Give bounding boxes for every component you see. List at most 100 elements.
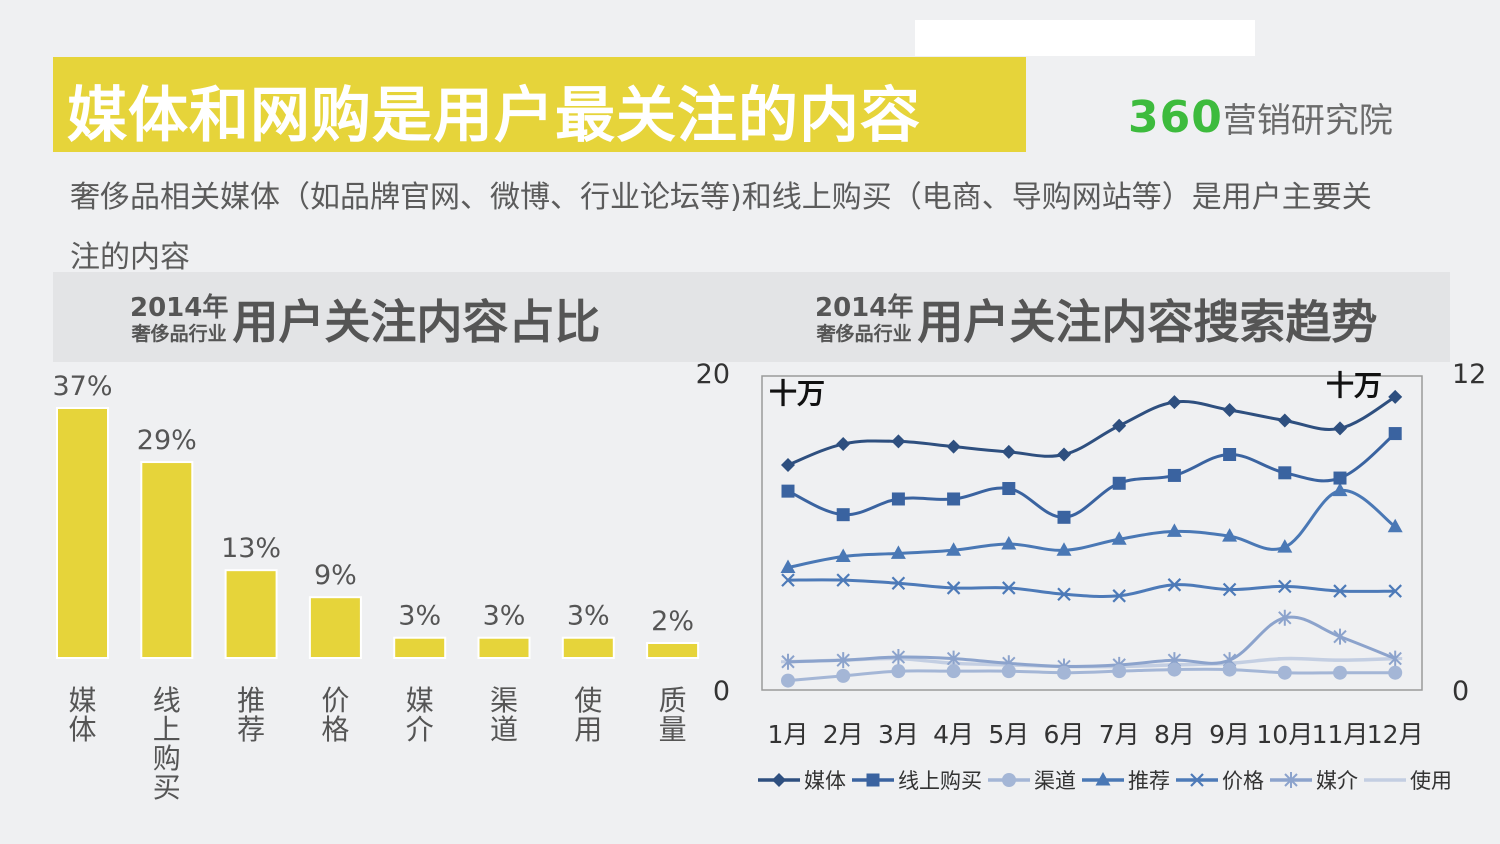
series-marker [1001, 664, 1016, 679]
bar-value-label: 3% [567, 601, 610, 632]
bar-value-label: 3% [398, 601, 441, 632]
series-marker [1002, 482, 1016, 496]
legend-label: 线上购买 [898, 769, 982, 793]
chart-legend: 媒体 线上购买 渠道 推荐 价格 媒介 使用 [758, 769, 1452, 793]
bar-value-label: 13% [221, 533, 281, 564]
bar-value-label: 3% [483, 601, 526, 632]
right-panel-industry: 奢侈品行业 [816, 323, 912, 345]
bar [561, 636, 615, 660]
series-marker [836, 668, 851, 683]
series-marker [1277, 665, 1292, 680]
bar-category-label: 介 [406, 713, 434, 746]
x-tick-label: 12月 [1367, 720, 1424, 749]
series-marker [891, 649, 906, 666]
bar-category-label: 道 [490, 713, 518, 746]
series-4 [780, 482, 1403, 574]
series-marker [781, 457, 795, 472]
bar-category-label: 格 [321, 713, 349, 746]
right-panel-year: 2014年 [815, 293, 914, 323]
series-marker [1333, 471, 1347, 485]
logo-text: 营销研究院 [1222, 101, 1393, 141]
panel-title-band [53, 272, 1450, 362]
series-2 [781, 427, 1402, 524]
series-marker [890, 545, 906, 559]
series-marker [836, 573, 850, 587]
bar-value-label: 37% [52, 371, 112, 402]
series-marker [1388, 427, 1402, 441]
x-tick-label: 11月 [1312, 720, 1369, 749]
series-marker [1388, 584, 1402, 598]
series-marker [891, 576, 906, 591]
series-marker [836, 508, 850, 522]
series-marker [1112, 664, 1127, 679]
series-marker [1111, 531, 1127, 545]
series-6 [781, 609, 1402, 675]
bar-category-label: 使 [574, 684, 602, 717]
x-tick-label: 7月 [1099, 720, 1140, 749]
series-marker [781, 484, 795, 498]
series-marker [1056, 542, 1072, 556]
series-marker [1333, 421, 1347, 436]
series-marker [1166, 523, 1182, 537]
series-marker [772, 773, 786, 787]
series-marker [1167, 578, 1182, 592]
series-marker [1222, 403, 1237, 418]
series-line [787, 667, 1396, 683]
series-marker [1284, 772, 1298, 788]
bar-category-label: 媒 [68, 684, 96, 717]
legend-label: 媒介 [1316, 769, 1358, 793]
series-line [787, 615, 1396, 669]
series-marker [946, 581, 961, 595]
bar [646, 642, 700, 659]
series-marker [1388, 650, 1402, 667]
brand-logo: 360营销研究院 [1128, 92, 1393, 143]
series-marker [1112, 589, 1126, 603]
bar [224, 569, 278, 660]
bar [140, 461, 194, 659]
series-marker [1387, 518, 1403, 533]
x-tick-label: 3月 [878, 720, 919, 749]
legend-label: 渠道 [1034, 769, 1076, 793]
series-3 [781, 662, 1403, 688]
series-marker [1223, 448, 1237, 461]
series-marker [1278, 466, 1292, 480]
x-tick-label: 6月 [1044, 720, 1085, 749]
series-marker [1333, 628, 1347, 645]
series-marker [891, 492, 905, 506]
series-marker [1333, 665, 1347, 680]
plot-frame [761, 375, 1423, 691]
bar-category-label: 渠 [490, 684, 518, 717]
bar-value-label: 29% [137, 425, 197, 456]
top-white-bar [915, 20, 1255, 56]
series-line [787, 395, 1396, 467]
series-marker [946, 542, 962, 556]
left-panel-heading: 用户关注内容占比 [232, 295, 601, 349]
left-panel-title: 2014年 奢侈品行业 用户关注内容占比 [130, 286, 600, 350]
left-axis-tick: 20 [696, 359, 730, 390]
series-marker [1167, 395, 1182, 410]
series-marker [1001, 444, 1016, 459]
series-marker [836, 652, 850, 669]
series-line [787, 578, 1396, 598]
series-marker [1333, 584, 1347, 598]
legend-label: 价格 [1222, 769, 1264, 793]
series-marker [1002, 581, 1016, 595]
series-marker [1222, 528, 1238, 542]
bar-category-label: 荐 [237, 713, 265, 746]
legend-label: 推荐 [1128, 769, 1170, 793]
series-marker [1278, 609, 1292, 626]
left-unit-label: 十万 [769, 377, 825, 410]
series-marker [1057, 447, 1071, 462]
right-axis-tick: 0 [1452, 676, 1469, 707]
series-marker [866, 773, 880, 787]
series-marker [1190, 773, 1204, 787]
series-marker [1388, 665, 1403, 680]
series-1 [781, 389, 1403, 472]
bar-category-label: 媒 [406, 684, 434, 717]
series-marker [1001, 535, 1017, 550]
series-marker [1388, 389, 1403, 404]
bar-value-label: 2% [651, 606, 694, 637]
x-tick-label: 9月 [1209, 720, 1250, 749]
